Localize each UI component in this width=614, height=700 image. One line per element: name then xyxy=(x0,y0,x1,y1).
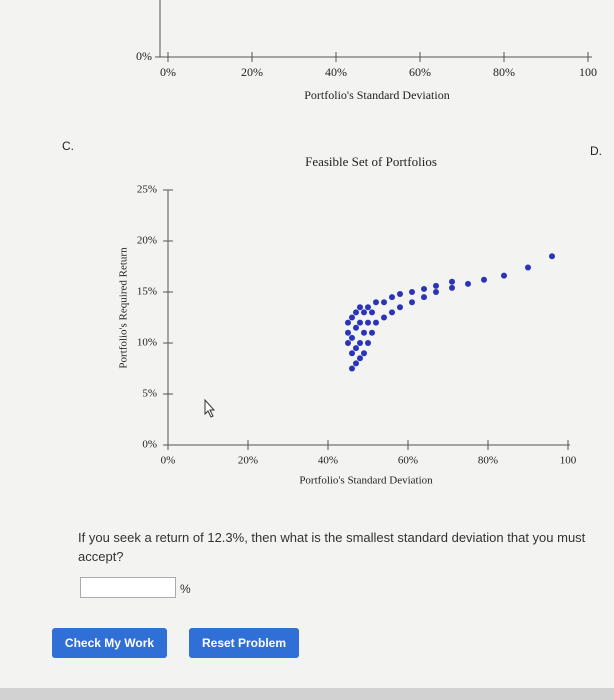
x-tick-label: 60% xyxy=(409,65,431,79)
y-tick-label: 0% xyxy=(142,439,157,451)
answer-unit: % xyxy=(180,582,191,596)
point xyxy=(421,285,427,292)
point xyxy=(361,329,367,336)
point xyxy=(501,272,507,279)
x-tick-label: 20% xyxy=(238,455,258,467)
point xyxy=(361,350,367,357)
y-axis-label: Portfolio's Required Return xyxy=(118,247,130,369)
y-tick-label: 0% xyxy=(136,49,152,63)
point xyxy=(349,365,355,372)
point xyxy=(365,340,371,346)
point xyxy=(365,319,371,326)
x-tick-label: 20% xyxy=(241,65,263,79)
point xyxy=(361,309,367,316)
chart-title: Feasible Set of Portfolios xyxy=(305,154,437,169)
point xyxy=(357,355,363,362)
x-tick-label: 100 xyxy=(560,455,577,467)
point xyxy=(353,324,359,331)
point xyxy=(353,309,359,316)
point xyxy=(345,319,351,326)
point xyxy=(357,319,363,326)
point xyxy=(345,329,351,336)
answer-input[interactable] xyxy=(80,577,176,598)
point xyxy=(369,329,375,336)
point xyxy=(549,253,555,260)
y-tick-label: 10% xyxy=(137,337,157,349)
x-tick-label: 40% xyxy=(318,455,338,467)
point xyxy=(449,278,455,285)
point xyxy=(433,282,439,289)
point xyxy=(389,309,395,316)
point xyxy=(349,334,355,341)
x-tick-label: 80% xyxy=(478,455,498,467)
y-tick-label: 15% xyxy=(137,286,157,298)
point xyxy=(353,345,359,352)
y-tick-label: 5% xyxy=(142,388,157,400)
reset-button[interactable]: Reset Problem xyxy=(189,628,299,658)
point xyxy=(349,314,355,321)
cursor xyxy=(204,398,216,418)
option-label: C. xyxy=(62,139,74,153)
point xyxy=(369,309,375,316)
x-axis-label: Portfolio's Standard Deviation xyxy=(299,475,433,487)
point xyxy=(409,299,415,306)
point xyxy=(381,314,387,321)
y-tick-label: 20% xyxy=(137,235,157,247)
point xyxy=(357,304,363,311)
point xyxy=(365,304,371,311)
point xyxy=(373,319,379,326)
question-text: If you seek a return of 12.3%, then what… xyxy=(78,530,586,564)
option-label: D. xyxy=(590,144,602,158)
point xyxy=(465,280,471,287)
check-button[interactable]: Check My Work xyxy=(52,628,167,658)
x-tick-label: 100 xyxy=(579,65,597,79)
point xyxy=(349,350,355,357)
point xyxy=(397,291,403,298)
point xyxy=(449,284,455,291)
point xyxy=(433,289,439,295)
point xyxy=(373,299,379,306)
point xyxy=(409,289,415,295)
point xyxy=(421,294,427,301)
point xyxy=(397,304,403,311)
x-tick-label: 40% xyxy=(325,65,347,79)
x-tick-label: 0% xyxy=(161,455,176,467)
top-x-label: Portfolio's Standard Deviation xyxy=(304,88,449,102)
x-tick-label: 80% xyxy=(493,65,515,79)
point xyxy=(481,276,487,283)
point xyxy=(345,340,351,346)
point xyxy=(525,264,531,271)
point xyxy=(381,299,387,306)
point xyxy=(353,360,359,367)
point xyxy=(357,340,363,346)
bottom-bar xyxy=(0,688,614,700)
point xyxy=(389,294,395,301)
x-tick-label: 60% xyxy=(398,455,418,467)
x-tick-label: 0% xyxy=(160,65,176,79)
y-tick-label: 25% xyxy=(137,184,157,196)
